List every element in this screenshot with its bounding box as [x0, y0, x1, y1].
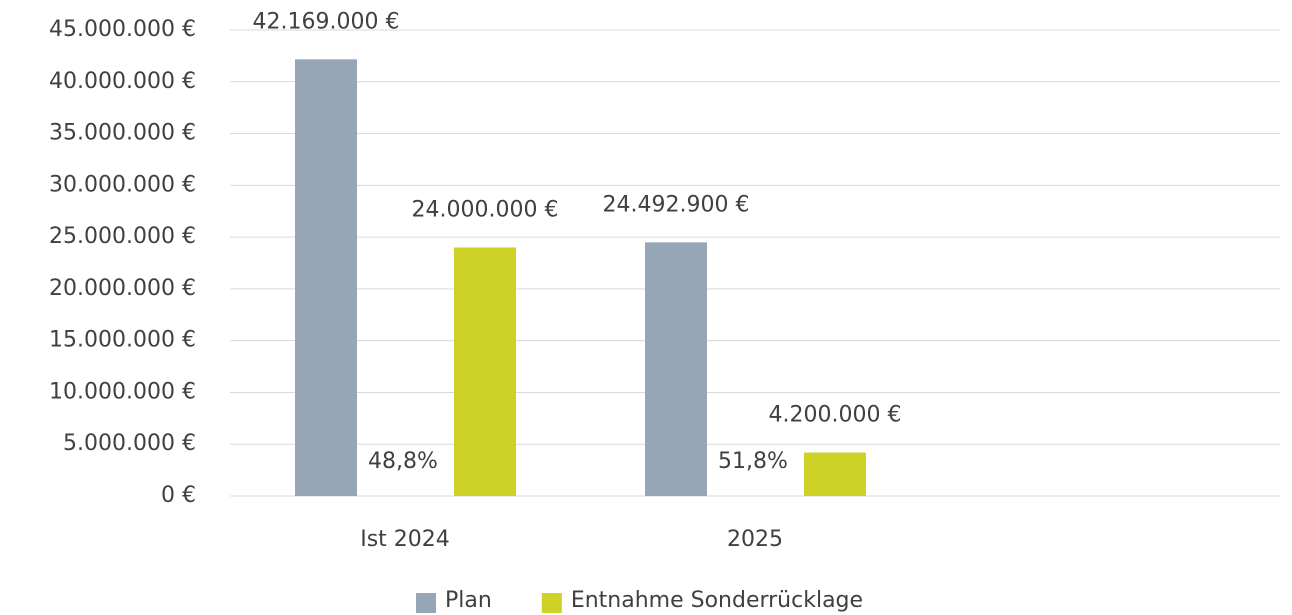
bar [645, 242, 707, 496]
annotation: 51,8% [718, 449, 788, 474]
data-label: 24.000.000 € [412, 197, 559, 222]
y-tick-label: 5.000.000 € [63, 431, 196, 456]
y-tick-label: 10.000.000 € [49, 379, 196, 404]
y-tick-label: 15.000.000 € [49, 328, 196, 353]
data-label: 4.200.000 € [769, 403, 902, 428]
annotation: 48,8% [368, 449, 438, 474]
legend-label: Plan [445, 588, 492, 613]
x-tick-label: Ist 2024 [360, 527, 450, 552]
y-tick-label: 40.000.000 € [49, 69, 196, 94]
bar [454, 247, 516, 496]
y-tick-label: 0 € [161, 483, 196, 508]
legend-label: Entnahme Sonderrücklage [571, 588, 863, 613]
bar [804, 452, 866, 496]
data-label: 24.492.900 € [603, 192, 750, 217]
y-tick-label: 35.000.000 € [49, 121, 196, 146]
data-label: 42.169.000 € [253, 9, 400, 34]
y-tick-label: 25.000.000 € [49, 224, 196, 249]
x-tick-label: 2025 [727, 527, 783, 552]
y-tick-label: 45.000.000 € [49, 17, 196, 42]
legend-swatch [416, 593, 436, 613]
legend-swatch [541, 593, 562, 613]
y-tick-label: 20.000.000 € [49, 276, 196, 301]
bar [295, 59, 357, 496]
y-tick-label: 30.000.000 € [49, 172, 196, 197]
